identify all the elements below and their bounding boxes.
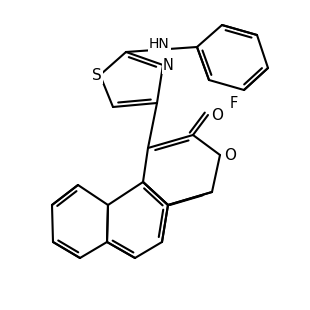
Text: O: O bbox=[211, 108, 223, 122]
Text: O: O bbox=[224, 148, 236, 162]
Text: N: N bbox=[162, 59, 173, 73]
Text: F: F bbox=[230, 95, 238, 110]
Text: HN: HN bbox=[149, 38, 170, 51]
Text: S: S bbox=[92, 69, 102, 83]
